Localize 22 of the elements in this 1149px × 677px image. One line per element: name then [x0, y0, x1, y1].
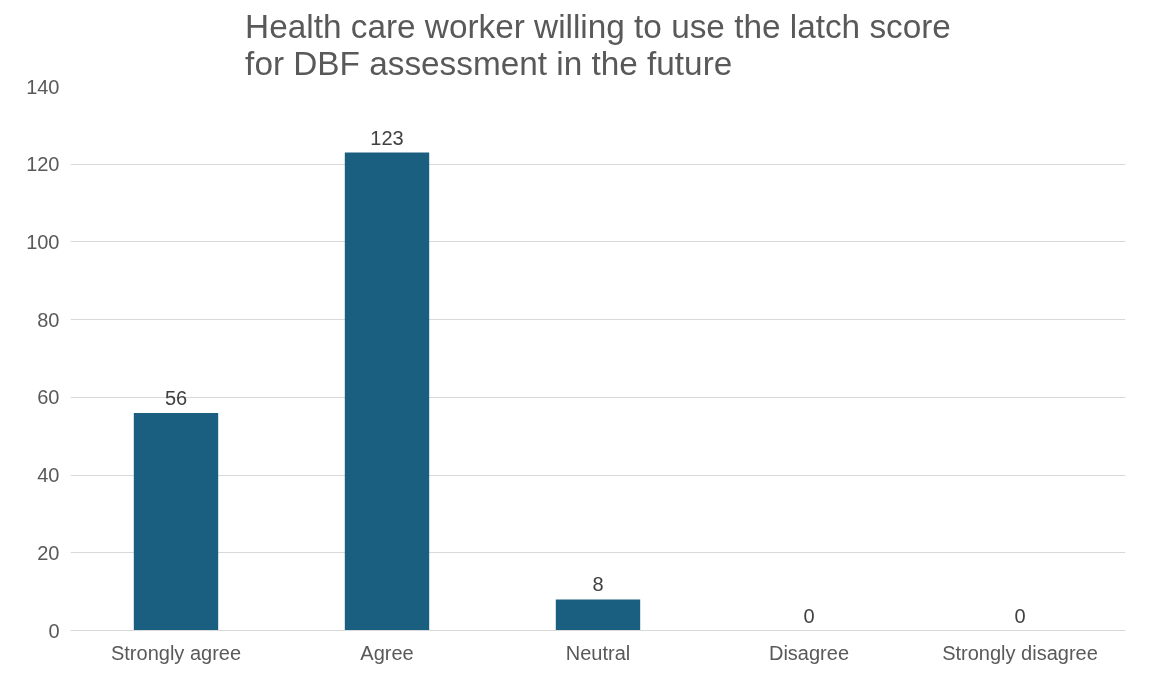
x-tick-label: Neutral [565, 641, 631, 664]
y-tick-label: 40 [37, 464, 60, 487]
x-tick-label: Strongly agree [110, 641, 242, 664]
x-tick-label: Strongly disagree [942, 641, 1098, 664]
x-tick-label: Agree [360, 641, 414, 664]
y-tick-label: 80 [37, 308, 60, 331]
y-tick-label: 60 [37, 386, 60, 409]
y-tick-label: 120 [26, 153, 60, 176]
bar [133, 412, 219, 631]
y-tick-label: 20 [37, 541, 60, 564]
data-label: 8 [592, 573, 604, 596]
bar [555, 599, 641, 631]
y-tick-label: 100 [26, 230, 60, 253]
bar [344, 152, 430, 631]
data-label: 0 [803, 604, 815, 627]
data-label: 0 [1014, 604, 1026, 627]
y-tick-label: 0 [48, 619, 60, 642]
chart-title: Health care worker willing to use the latch score for DBF assessment in the future [245, 7, 951, 82]
x-tick-label: Disagree [768, 641, 850, 664]
data-label: 56 [164, 386, 188, 409]
data-label: 123 [370, 126, 404, 149]
y-tick-label: 140 [26, 75, 60, 98]
